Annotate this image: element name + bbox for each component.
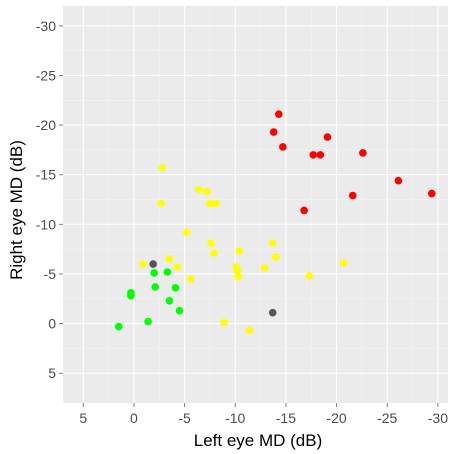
- data-point: [175, 306, 184, 315]
- data-point: [182, 228, 191, 237]
- data-point: [271, 253, 280, 261]
- data-point: [260, 264, 269, 272]
- data-point: [268, 308, 277, 317]
- x-tick-label: -30: [428, 410, 448, 426]
- y-tick-label: -20: [36, 117, 56, 133]
- data-point: [157, 199, 166, 208]
- data-point: [220, 318, 228, 327]
- data-point: [206, 199, 214, 208]
- y-tick-label: -30: [36, 18, 56, 34]
- series-2: [114, 268, 184, 331]
- data-point: [158, 163, 167, 172]
- x-tick-label: -15: [276, 410, 296, 426]
- data-point: [186, 275, 195, 283]
- data-point: [207, 239, 215, 248]
- x-tick-label: -20: [326, 410, 346, 426]
- data-point: [359, 149, 367, 157]
- data-point: [427, 189, 436, 198]
- data-point: [316, 151, 325, 159]
- y-tick-label: -10: [36, 216, 56, 232]
- y-tick-label: -25: [36, 67, 56, 83]
- x-axis-ticks: 5 0 -5 -10 -15 -20 -25 -30: [79, 403, 448, 426]
- x-tick-label: 5: [79, 410, 87, 426]
- data-points: [114, 110, 436, 335]
- data-point: [309, 151, 318, 159]
- data-point: [233, 267, 242, 275]
- data-point: [149, 260, 157, 268]
- data-point: [339, 259, 348, 267]
- y-axis-title: Right eye MD (dB): [7, 140, 26, 280]
- x-tick-label: -5: [178, 410, 191, 426]
- data-point: [165, 296, 174, 305]
- data-point: [234, 273, 243, 281]
- chart-panel-background: [63, 6, 448, 403]
- data-point: [210, 249, 218, 257]
- data-point: [323, 133, 332, 141]
- data-point: [163, 268, 172, 276]
- y-tick-label: 0: [48, 316, 56, 332]
- data-point: [203, 187, 211, 196]
- x-tick-label: -10: [225, 410, 245, 426]
- data-point: [150, 269, 158, 277]
- data-point: [269, 128, 278, 136]
- data-point: [279, 143, 287, 151]
- series-1: [139, 163, 348, 335]
- data-point: [114, 322, 123, 331]
- series-0: [269, 110, 436, 215]
- data-point: [235, 247, 244, 255]
- data-point: [173, 263, 182, 271]
- data-point: [394, 176, 403, 185]
- series-3: [149, 260, 277, 317]
- data-point: [139, 260, 147, 268]
- data-point: [275, 110, 283, 118]
- data-point: [151, 283, 159, 291]
- y-tick-label: -5: [44, 266, 57, 282]
- data-point: [171, 284, 180, 292]
- data-point: [127, 292, 135, 300]
- x-tick-label: -25: [377, 410, 397, 426]
- data-point: [144, 317, 152, 326]
- data-point: [212, 199, 220, 208]
- data-point: [305, 272, 313, 280]
- y-axis-ticks: 5 0 -5 -10 -15 -20 -25 -30: [36, 18, 63, 381]
- data-point: [348, 191, 357, 200]
- data-point: [194, 185, 203, 194]
- data-point: [245, 326, 254, 335]
- x-axis-title: Left eye MD (dB): [194, 431, 323, 450]
- data-point: [268, 239, 277, 248]
- y-tick-label: 5: [48, 365, 56, 381]
- y-tick-label: -15: [36, 167, 56, 183]
- x-tick-label: 0: [130, 410, 138, 426]
- data-point: [300, 206, 308, 215]
- data-point: [165, 255, 174, 263]
- grid-lines: [63, 6, 448, 403]
